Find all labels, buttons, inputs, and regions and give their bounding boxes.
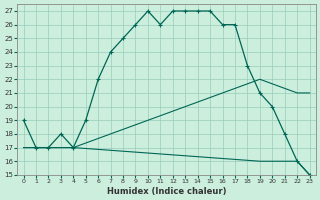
X-axis label: Humidex (Indice chaleur): Humidex (Indice chaleur) xyxy=(107,187,226,196)
